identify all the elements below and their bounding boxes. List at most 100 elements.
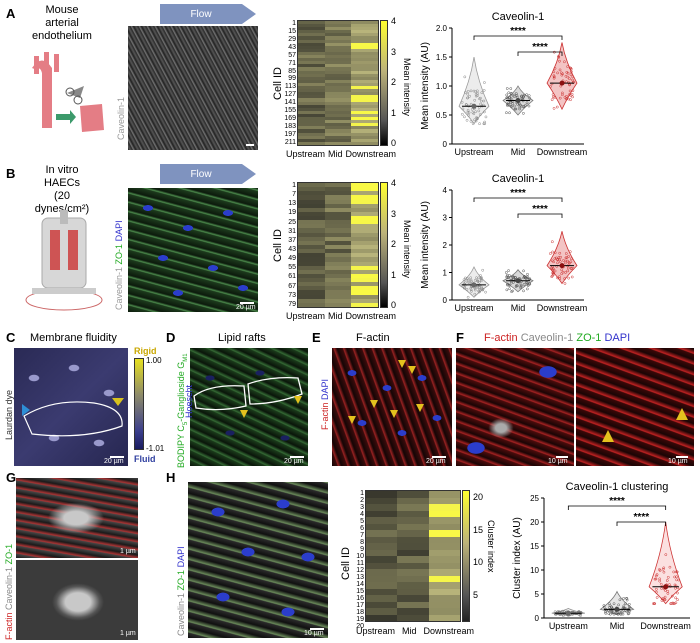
- data-point: [474, 119, 478, 123]
- heatmap-b-colorbar-ticks: 4 3 2 1 0: [391, 178, 396, 310]
- data-point: [505, 87, 509, 90]
- heatmap-ytick: 10: [356, 553, 364, 560]
- data-point: [467, 111, 471, 114]
- heatmap-cell: [428, 601, 460, 608]
- data-point: [528, 97, 532, 100]
- panel-g-scalebar-1-label: 1 µm: [120, 548, 136, 555]
- heatmap-cell: [428, 595, 460, 602]
- heatmap-cell: [351, 216, 378, 221]
- heatmap-cell: [351, 33, 378, 37]
- heatmap-ytick: 211: [284, 138, 296, 146]
- data-point: [550, 259, 554, 263]
- data-point: [466, 295, 470, 299]
- heatmap-cell: [298, 232, 325, 237]
- data-point: [519, 284, 523, 288]
- data-point: [507, 276, 510, 280]
- panel-label-e: E: [312, 330, 321, 345]
- data-point: [475, 279, 479, 282]
- panel-a-subtitle-3: endothelium: [32, 30, 92, 42]
- data-point: [569, 267, 573, 270]
- data-point: [661, 597, 664, 601]
- data-point: [563, 60, 566, 64]
- colorbar-tick: 0: [391, 300, 397, 310]
- heatmap-cell: [324, 244, 352, 250]
- heatmap-ytick: 19: [356, 616, 364, 623]
- data-point: [522, 93, 526, 97]
- heatmap-ytick: 183: [284, 122, 296, 130]
- heatmap-cell: [298, 82, 325, 87]
- heatmap-cell: [351, 27, 378, 31]
- heatmap-cell: [324, 183, 352, 188]
- panel-a-subtitle-2: arterial: [45, 17, 79, 29]
- data-point: [469, 276, 473, 280]
- data-point: [506, 96, 509, 100]
- median-marker: [515, 98, 521, 103]
- data-point: [469, 102, 473, 106]
- heatmap-cell: [324, 51, 352, 56]
- data-point: [473, 98, 477, 102]
- heatmap-cell: [298, 220, 325, 225]
- x-tick-label: Mid: [511, 147, 526, 157]
- heatmap-cell: [366, 549, 398, 556]
- heatmap-cell: [351, 110, 378, 114]
- colorbar-tick: 15: [473, 524, 484, 535]
- data-point: [559, 255, 562, 259]
- heatmap-cell: [298, 55, 325, 59]
- heatmap-cell: [298, 107, 325, 111]
- heatmap-cell: [324, 79, 352, 83]
- heatmap-cell: [397, 536, 429, 543]
- data-point: [670, 602, 673, 605]
- data-point: [626, 612, 630, 616]
- heatmap-cell: [324, 240, 352, 245]
- heatmap-h: [365, 490, 461, 622]
- heatmap-cell: [324, 24, 352, 28]
- heatmap-cell: [351, 265, 378, 270]
- data-point: [570, 275, 574, 279]
- chart-b: Caveolin-1 0 1 2 3 4 Mean intensity (AU) Upstre…: [420, 173, 587, 313]
- heatmap-cell: [351, 183, 378, 188]
- heatmap-cell: [351, 244, 378, 250]
- data-point: [483, 81, 486, 84]
- y-tick-label: 25: [530, 494, 539, 503]
- panel-e-scalebar: [432, 456, 446, 458]
- y-tick-label: 10: [530, 566, 539, 575]
- panel-a-micrograph: [128, 26, 258, 150]
- heatmap-cell: [351, 302, 378, 307]
- heatmap-cell: [298, 249, 325, 254]
- heatmap-cell: [298, 70, 325, 74]
- heatmap-cell: [298, 261, 325, 266]
- heatmap-cell: [351, 141, 378, 145]
- heatmap-ytick: 5: [360, 518, 364, 525]
- data-point: [662, 570, 666, 574]
- y-tick-label: 4: [443, 186, 448, 195]
- data-point: [481, 268, 485, 272]
- heatmap-cell: [351, 67, 378, 71]
- data-point: [464, 91, 467, 94]
- data-point: [619, 612, 622, 616]
- panel-b-subtitle-3: (20 dynes/cm²): [34, 190, 90, 215]
- heatmap-ytick: 4: [360, 511, 364, 518]
- data-point: [622, 597, 626, 600]
- data-point: [508, 287, 511, 291]
- heatmap-cell: [397, 562, 429, 569]
- data-point: [469, 120, 473, 123]
- stain-dapi: DAPI: [320, 378, 330, 400]
- heatmap-ytick: 73: [288, 291, 296, 299]
- data-point: [671, 601, 675, 605]
- heatmap-cell: [324, 76, 352, 80]
- heatmap-ytick: 67: [288, 282, 296, 290]
- data-point: [483, 122, 487, 126]
- data-point: [668, 565, 672, 569]
- heatmap-cell: [397, 523, 429, 530]
- panel-b-subtitle-1: In vitro: [45, 164, 79, 176]
- heatmap-ytick: 19: [288, 209, 296, 217]
- heatmap-cell: [428, 569, 460, 576]
- heatmap-cell: [324, 33, 352, 37]
- data-point: [505, 276, 509, 280]
- heatmap-cell: [298, 195, 325, 200]
- data-point: [560, 93, 564, 97]
- heatmap-h-xticks: Upstream Mid Downstream: [356, 626, 474, 636]
- heatmap-cell: [298, 21, 325, 25]
- data-point: [463, 281, 467, 284]
- data-point: [566, 269, 570, 273]
